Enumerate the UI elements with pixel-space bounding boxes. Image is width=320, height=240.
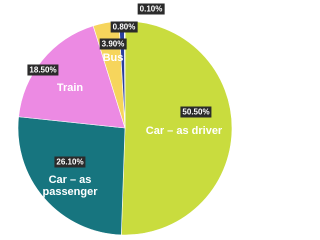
value-label: 3.90% <box>99 38 127 50</box>
pie-chart <box>17 20 233 235</box>
category-label: Car – as driver <box>145 125 223 137</box>
value-label: 26.10% <box>54 156 86 168</box>
value-label: 18.50% <box>27 64 59 76</box>
pie-slice <box>18 25 126 129</box>
value-label: 0.80% <box>110 21 138 33</box>
value-label: 0.10% <box>137 3 165 15</box>
category-label: Car – as passenger <box>42 174 98 198</box>
pie-slice <box>17 116 126 235</box>
chart: 50.50% 26.10% 18.50% 3.90% 0.80% 0.10% Car – a… <box>17 3 233 235</box>
category-label: Train <box>56 82 84 94</box>
category-label: Bus <box>102 52 124 64</box>
value-label: 50.50% <box>180 106 212 118</box>
pie-slice <box>120 20 233 235</box>
